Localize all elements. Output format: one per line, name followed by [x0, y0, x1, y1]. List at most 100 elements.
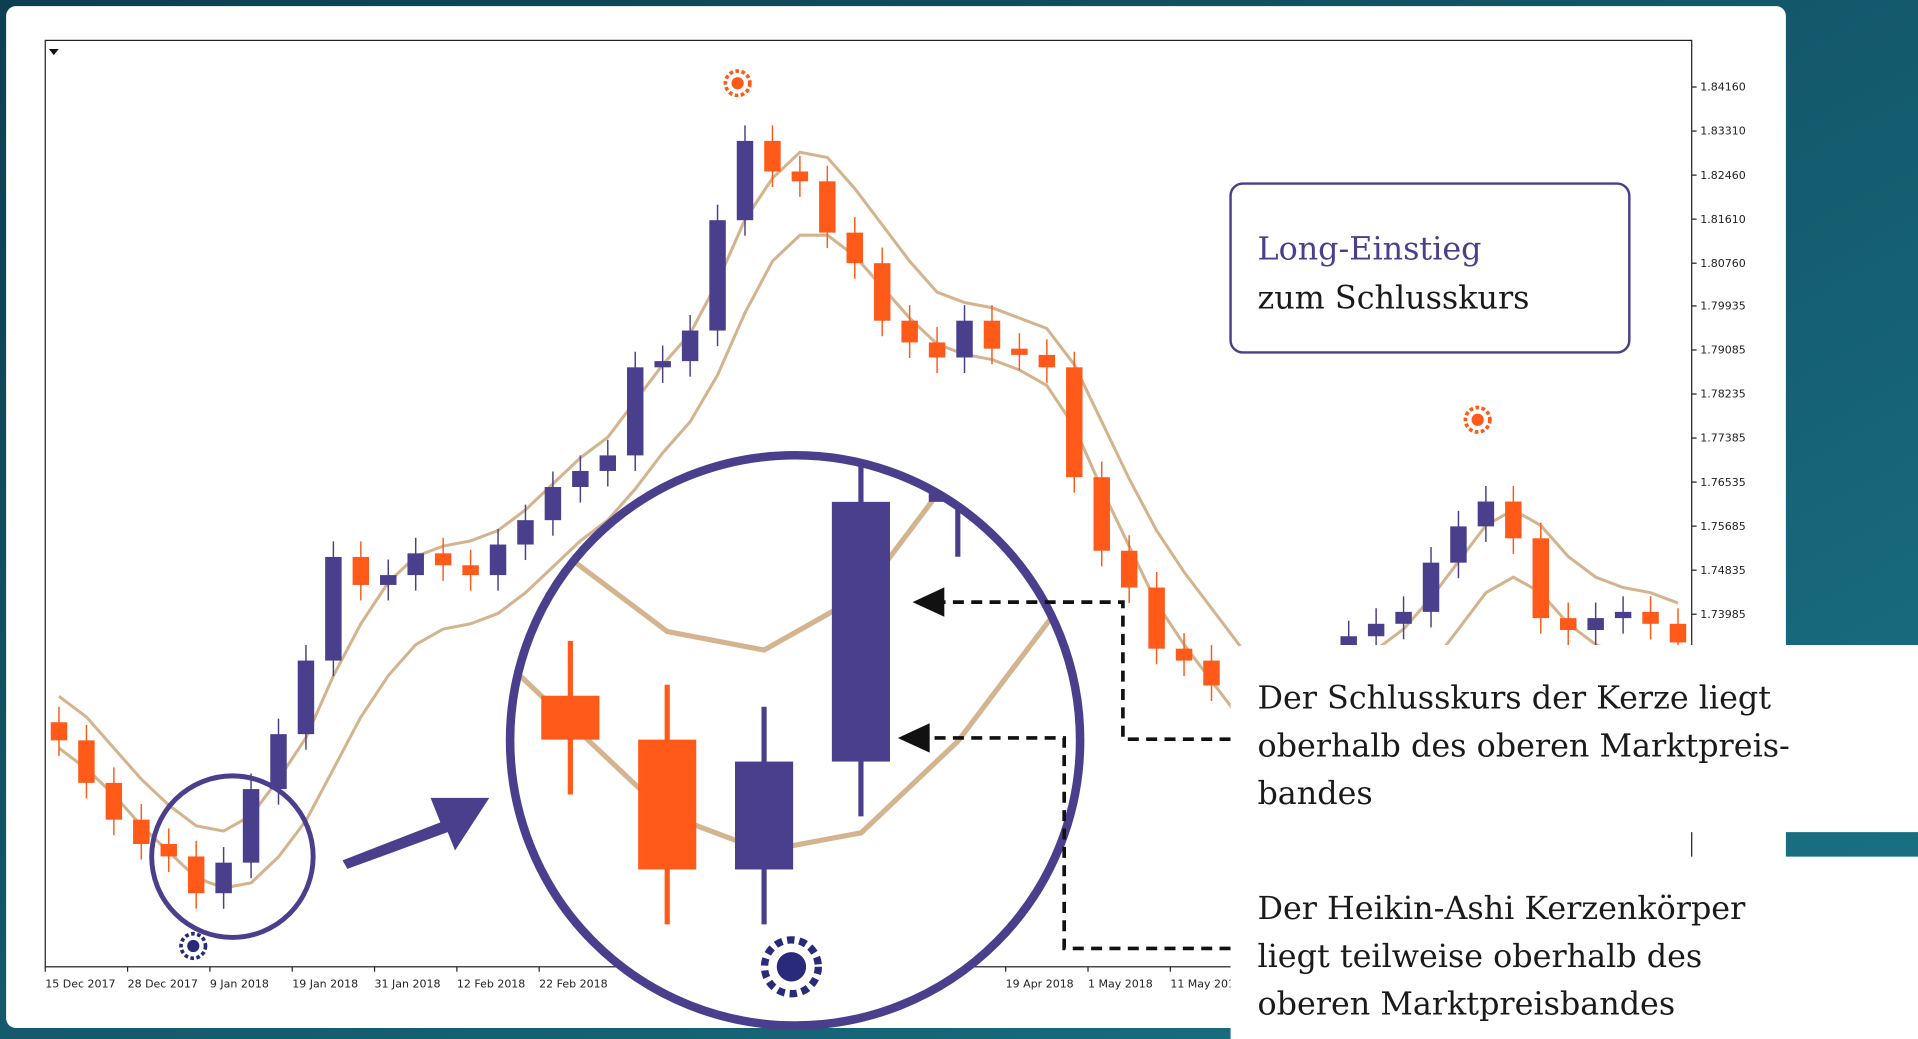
callout-text: bandes: [1257, 774, 1372, 812]
callout-text: Der Heikin-Ashi Kerzenkörper: [1257, 889, 1746, 927]
candle-body: [270, 734, 287, 790]
x-tick-label: 19 Jan 2018: [292, 978, 358, 991]
candle-body: [819, 181, 836, 233]
candle-body: [1450, 526, 1467, 563]
x-tick-label: 19 Apr 2018: [1006, 978, 1074, 991]
candle-body: [901, 320, 918, 343]
candle-body: [764, 140, 781, 172]
candle-body: [599, 455, 617, 471]
candle-body: [1093, 477, 1110, 551]
y-tick-label: 1.73985: [1700, 608, 1745, 621]
y-tick-label: 1.83310: [1700, 125, 1745, 138]
candle-body: [1642, 611, 1659, 624]
x-tick-label: 31 Jan 2018: [375, 978, 441, 991]
zoom-circle: [505, 450, 1085, 1030]
candle-body: [791, 171, 809, 182]
pointer-line: [929, 736, 1231, 951]
candle-body: [681, 330, 699, 362]
y-tick-label: 1.79935: [1700, 300, 1745, 313]
x-tick-label: 1 May 2018: [1088, 978, 1153, 991]
callout-text: zum Schlusskurs: [1257, 278, 1529, 316]
pointer-head: [912, 587, 945, 617]
callout-box: [1230, 644, 1918, 833]
candle-body: [1505, 501, 1522, 539]
candle-body: [1367, 623, 1385, 637]
candle-body: [735, 761, 794, 870]
candle-body: [627, 367, 644, 456]
candle-body: [297, 660, 315, 735]
candle-body: [1395, 611, 1412, 624]
sell-signal-icon: [1463, 405, 1492, 434]
zoom-arrow: [342, 797, 490, 869]
y-tick-label: 1.84160: [1700, 81, 1745, 94]
candle-body: [1148, 587, 1165, 649]
candle-body: [1477, 501, 1495, 527]
callout-box: [1230, 856, 1918, 1039]
candle-body: [352, 556, 370, 585]
y-tick-label: 1.80760: [1700, 257, 1745, 270]
callout-title: Long-Einstieg: [1257, 229, 1481, 267]
y-tick-label: 1.77385: [1700, 432, 1745, 445]
candle-body: [928, 342, 946, 358]
menu-triangle: [48, 48, 59, 56]
candle-body: [1614, 611, 1632, 619]
candle-body: [489, 544, 507, 576]
candle-body: [187, 856, 205, 894]
candle-body: [407, 553, 424, 576]
candle-body: [638, 739, 697, 870]
buy-signal-icon: [760, 936, 822, 998]
band-line: [58, 150, 1679, 833]
y-tick-label: 1.79085: [1700, 344, 1745, 357]
candle-body: [709, 220, 726, 331]
pointer-head: [897, 723, 930, 753]
pointers: [929, 600, 1231, 951]
candle-body: [541, 695, 600, 740]
buy-signal-icon: [179, 931, 208, 961]
candle-body: [160, 844, 177, 857]
x-tick-label: 22 Feb 2018: [539, 978, 607, 991]
candle-body: [736, 140, 754, 221]
candle-body: [572, 470, 589, 488]
candle-body: [242, 789, 260, 863]
candle-body: [1066, 367, 1083, 478]
candle-body: [78, 740, 95, 783]
y-tick-label: 1.81610: [1700, 213, 1745, 226]
callout-text: oberhalb des oberen Marktpreis-: [1257, 726, 1789, 764]
x-tick-label: 11 May 2018: [1170, 978, 1242, 991]
y-tick-label: 1.75685: [1700, 520, 1745, 533]
candle-body: [1559, 618, 1577, 631]
candle-body: [1669, 623, 1687, 643]
candle-body: [873, 263, 891, 321]
candle-body: [1175, 648, 1193, 661]
candle-body: [1422, 562, 1440, 612]
focus-circle: [149, 773, 316, 940]
y-tick-label: 1.82460: [1700, 169, 1745, 182]
y-tick-label: 1.78235: [1700, 388, 1745, 401]
callout-box: [1229, 182, 1631, 354]
x-tick-label: 15 Dec 2017: [45, 978, 115, 991]
candle-body: [983, 320, 1001, 349]
callout-text: liegt teilweise oberhalb des: [1257, 937, 1702, 975]
x-tick-label: 12 Feb 2018: [457, 978, 525, 991]
axes: 1.84160 1.83310 1.82460 1.81610 1.80760 1.799…: [44, 81, 1746, 991]
candle-body: [1587, 618, 1604, 631]
sell-signal-icon: [723, 69, 752, 98]
candle-body: [50, 722, 68, 741]
candle-body: [215, 862, 232, 894]
candle-body: [1203, 660, 1220, 686]
candle-body: [325, 556, 342, 661]
y-tick-label: 1.76535: [1700, 476, 1745, 489]
callout-text: oberen Marktpreisbandes: [1257, 985, 1675, 1023]
candle-body: [654, 361, 671, 368]
candle-body: [846, 232, 863, 264]
candle-body: [1011, 348, 1028, 355]
candle-body: [1120, 550, 1138, 588]
x-tick-label: 9 Jan 2018: [210, 978, 269, 991]
candle-body: [434, 553, 452, 566]
candle-body: [956, 320, 973, 358]
candle-body: [380, 575, 397, 585]
candle-body: [517, 520, 534, 545]
candle-body: [462, 565, 479, 576]
pointer-line: [941, 600, 1231, 742]
